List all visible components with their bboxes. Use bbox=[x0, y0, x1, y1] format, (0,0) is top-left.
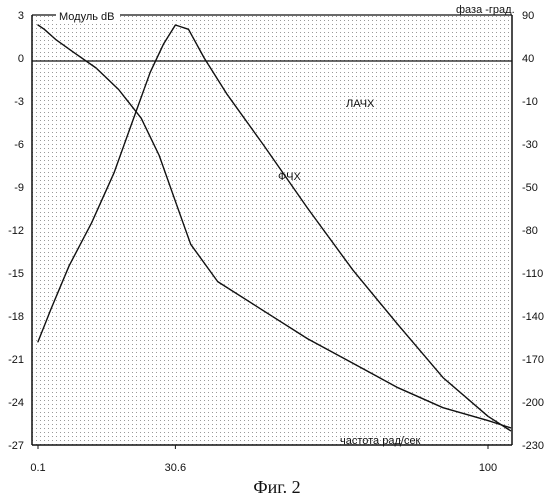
left-tick-label: -15 bbox=[8, 268, 24, 280]
left-tick-label: -6 bbox=[14, 139, 24, 151]
right-tick-label: -80 bbox=[522, 225, 538, 237]
right-tick-label: -200 bbox=[522, 397, 544, 409]
series-label-lachh: ЛАЧХ bbox=[346, 98, 375, 110]
left-tick-label: -9 bbox=[14, 182, 24, 194]
x-tick-labels: 0.1 30.6 100 bbox=[30, 445, 497, 474]
x-tick-label: 0.1 bbox=[30, 462, 45, 474]
left-tick-labels: 3 0 -3 -6 -9 -12 -15 -18 -21 -24 -27 bbox=[8, 10, 24, 452]
right-tick-labels: 90 40 -10 -30 -50 -80 -110 -140 -170 -200 -230 bbox=[522, 10, 544, 452]
left-tick-label: -3 bbox=[14, 96, 24, 108]
right-tick-label: -50 bbox=[522, 182, 538, 194]
right-tick-label: 90 bbox=[522, 10, 534, 22]
figure-caption: Фиг. 2 bbox=[253, 477, 300, 497]
right-tick-label: -140 bbox=[522, 311, 544, 323]
series-label-fchh: ФЧХ bbox=[278, 171, 301, 183]
x-tick-label: 100 bbox=[479, 462, 497, 474]
plot-area bbox=[32, 15, 512, 445]
left-tick-label: -24 bbox=[8, 397, 24, 409]
left-tick-label: -18 bbox=[8, 311, 24, 323]
x-tick-label: 30.6 bbox=[165, 462, 186, 474]
left-tick-label: -27 bbox=[8, 440, 24, 452]
right-tick-label: -110 bbox=[522, 268, 543, 280]
left-tick-label: -21 bbox=[8, 354, 24, 366]
right-tick-label: -230 bbox=[522, 440, 544, 452]
right-tick-label: 40 bbox=[522, 53, 534, 65]
right-tick-label: -170 bbox=[522, 354, 544, 366]
right-tick-label: -30 bbox=[522, 139, 538, 151]
left-axis-label: Модуль dB bbox=[59, 11, 115, 23]
left-tick-label: 3 bbox=[18, 10, 24, 22]
left-tick-label: -12 bbox=[8, 225, 24, 237]
right-tick-label: -10 bbox=[522, 96, 538, 108]
right-axis-label: фаза -град. bbox=[456, 4, 515, 16]
left-tick-label: 0 bbox=[18, 53, 24, 65]
x-axis-label: частота рад/сек bbox=[340, 435, 421, 447]
